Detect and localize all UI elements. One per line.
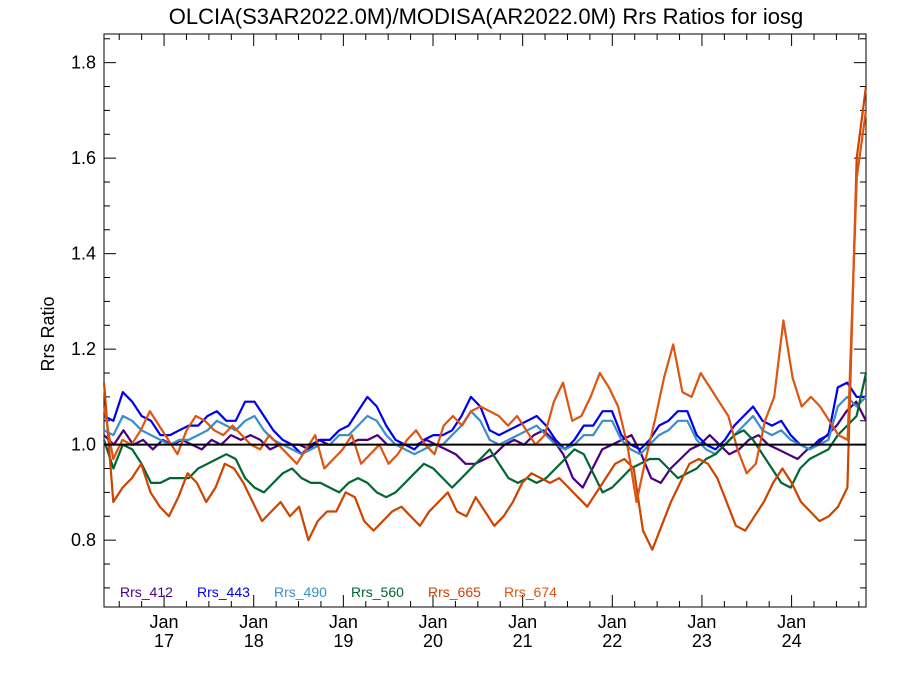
series-line-rrs-665 (102, 86, 868, 551)
series-line-rrs-412 (103, 400, 867, 489)
x-tick-month: Jan (598, 612, 627, 632)
legend-entry-rrs-674: Rrs_674 (504, 584, 557, 600)
x-tick-month: Jan (777, 612, 806, 632)
legend-entry-rrs-443: Rrs_443 (197, 584, 250, 600)
legend-entry-rrs-560: Rrs_560 (351, 584, 404, 600)
x-tick-month: Jan (239, 612, 268, 632)
y-tick-label: 1.4 (71, 244, 96, 264)
series-lines (102, 86, 868, 551)
y-tick-label: 1.6 (71, 148, 96, 168)
series-line-rrs-560 (102, 372, 868, 499)
chart-title: OLCIA(S3AR2022.0M)/MODISA(AR2022.0M) Rrs… (169, 4, 804, 29)
x-tick-year: 17 (154, 631, 174, 651)
x-tick-year: 20 (423, 631, 443, 651)
x-tick-month: Jan (508, 612, 537, 632)
x-tick-month: Jan (418, 612, 447, 632)
x-tick-year: 18 (244, 631, 264, 651)
x-tick-year: 21 (513, 631, 533, 651)
y-tick-label: 1.2 (71, 339, 96, 359)
y-tick-label: 1.8 (71, 53, 96, 73)
plot-frame (103, 33, 867, 608)
x-tick-month: Jan (687, 612, 716, 632)
series-line-rrs-443 (103, 381, 866, 456)
x-tick-month: Jan (329, 612, 358, 632)
legend-entry-rrs-490: Rrs_490 (274, 584, 327, 600)
series-line-rrs-674 (102, 110, 868, 504)
x-tick-year: 24 (782, 631, 802, 651)
y-tick-label: 1.0 (71, 435, 96, 455)
x-tick-year: 23 (692, 631, 712, 651)
legend-entry-rrs-665: Rrs_665 (428, 584, 481, 600)
y-tick-label: 0.8 (71, 530, 96, 550)
legend-entry-rrs-412: Rrs_412 (120, 584, 173, 600)
x-tick-month: Jan (150, 612, 179, 632)
y-axis-label: Rrs Ratio (38, 296, 58, 371)
x-tick-year: 22 (602, 631, 622, 651)
x-tick-year: 19 (333, 631, 353, 651)
axis-tick-labels: 0.81.01.21.41.61.8Jan17Jan18Jan19Jan20Ja… (71, 53, 806, 651)
legend: Rrs_412 Rrs_443 Rrs_490 Rrs_560 Rrs_665 Rrs_6… (120, 584, 557, 600)
